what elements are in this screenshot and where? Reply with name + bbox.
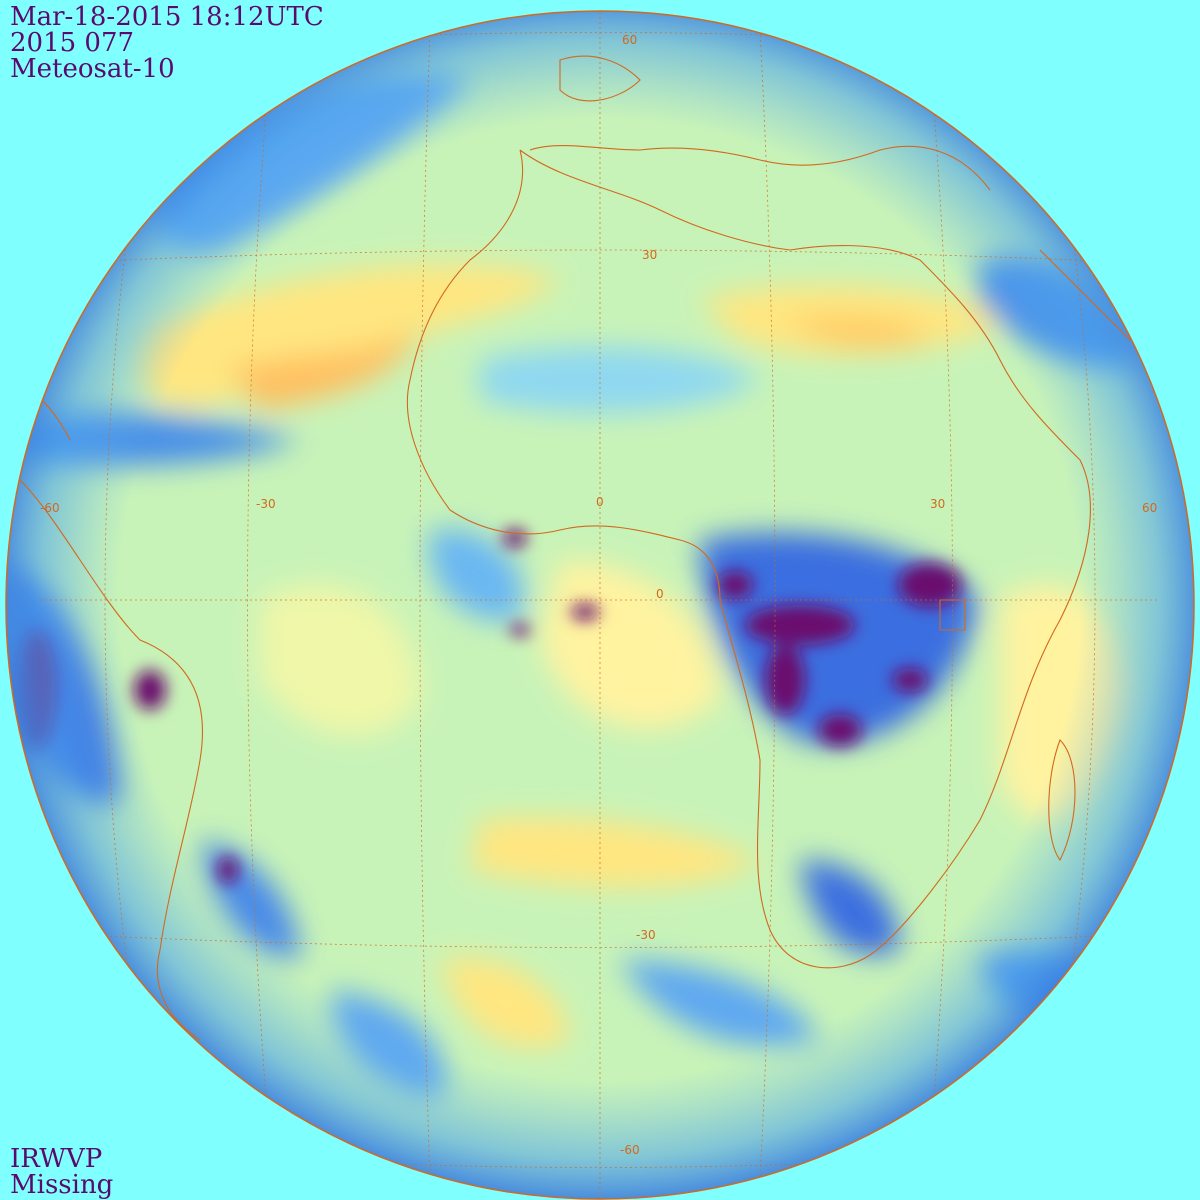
arabia-coast <box>1039 249 1131 341</box>
lat-30s-label: -30 <box>636 928 656 942</box>
satellite-name-label: Meteosat-10 <box>10 54 175 84</box>
south-america-coast <box>19 479 204 1041</box>
datetime-label: Mar-18-2015 18:12UTC <box>10 2 324 32</box>
disk-edge <box>5 10 1195 1200</box>
lon-m45-line <box>104 139 141 1061</box>
lon-15-line <box>759 29 776 1181</box>
lat-60s-label: -60 <box>620 1143 640 1157</box>
madagascar-coast <box>1048 739 1076 862</box>
lake-victoria-outline <box>939 599 966 631</box>
status-label: Missing <box>10 1170 114 1200</box>
lon-m60-label: -60 <box>40 501 60 515</box>
julian-date-label: 2015 077 <box>10 28 135 58</box>
lon-60-label: 60 <box>1142 501 1157 515</box>
mediterranean-coast <box>529 145 991 191</box>
lon-30-label: 30 <box>930 497 945 511</box>
grid-labels: 60 30 0 -30 -60 -60 -30 0 30 60 <box>40 33 1157 1157</box>
lat-30n-label: 30 <box>642 248 657 262</box>
british-isles-coast <box>559 55 641 102</box>
lat-30n-line <box>79 249 1121 263</box>
lon-0-label: 0 <box>596 495 604 509</box>
africa-coast <box>406 149 1091 969</box>
lat-0-label: 0 <box>656 587 664 601</box>
lon-45-line <box>1059 139 1096 1061</box>
lon-m30-label: -30 <box>256 497 276 511</box>
lat-60n-label: 60 <box>622 33 637 47</box>
channel-label: IRWVP <box>10 1144 103 1174</box>
